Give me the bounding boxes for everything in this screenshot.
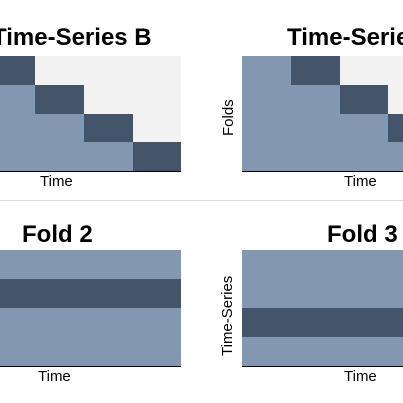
x-axis-label-top-left: Time: [40, 173, 73, 190]
fold-test-block: [35, 85, 84, 114]
x-axis-line: [0, 366, 181, 367]
fold-test-block: [0, 56, 35, 85]
fold-test-block: [84, 114, 133, 142]
train-band: [242, 337, 403, 366]
panel-title-top-right: Time-Series: [287, 24, 403, 51]
panel-title-top-left: Time-Series B: [0, 24, 152, 51]
fold-test-block: [291, 56, 340, 85]
plot-bottom-right: [242, 250, 403, 366]
train-band: [0, 308, 181, 366]
x-axis-line: [242, 171, 403, 172]
x-axis-line: [0, 171, 181, 172]
test-band: [0, 279, 181, 308]
fold-train-block: [0, 85, 35, 171]
x-axis-line: [242, 366, 403, 367]
train-band: [0, 250, 181, 279]
panel-title-bottom-left: Fold 2: [22, 221, 93, 248]
fold-train-block: [291, 85, 340, 171]
plot-top-left: [0, 56, 181, 171]
x-axis-label-bottom-left: Time: [38, 368, 71, 385]
fold-train-block: [340, 114, 388, 171]
x-axis-label-bottom-right: Time: [344, 368, 377, 385]
fold-test-block: [340, 85, 388, 114]
x-axis-label-top-right: Time: [344, 173, 377, 190]
fold-train-block: [35, 114, 84, 171]
y-axis-label-bottom-right: Time-Series: [219, 275, 236, 356]
plot-top-right: [242, 56, 403, 171]
row-divider: [0, 200, 403, 201]
y-axis-label-top-right: Folds: [220, 99, 237, 136]
fold-test-block: [133, 142, 181, 171]
panel-title-bottom-right: Fold 3: [327, 221, 398, 248]
fold-test-block: [388, 114, 403, 142]
fold-train-block: [388, 142, 403, 171]
train-band: [242, 250, 403, 308]
fold-train-block: [242, 56, 291, 171]
test-band: [242, 308, 403, 337]
plot-bottom-left: [0, 250, 181, 366]
fold-train-block: [84, 142, 133, 171]
